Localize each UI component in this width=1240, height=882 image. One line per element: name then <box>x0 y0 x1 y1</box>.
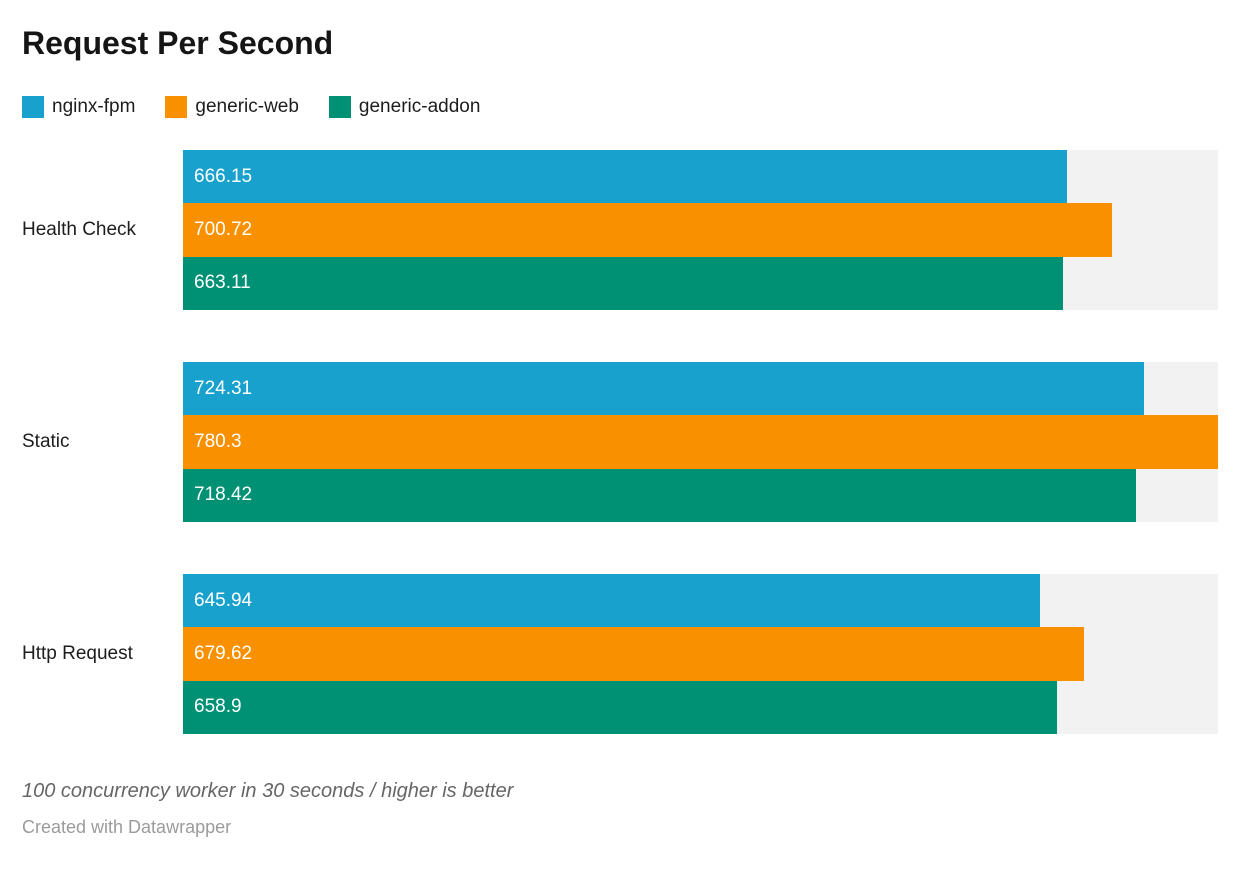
bar-nginx-fpm: 645.94 <box>183 574 1040 628</box>
bar-value-label: 658.9 <box>194 696 242 718</box>
bar-group: Http Request 645.94 679.62 658.9 <box>0 574 1240 734</box>
bar-group: Health Check 666.15 700.72 663.11 <box>0 150 1240 310</box>
bar-value-label: 700.72 <box>194 218 253 240</box>
bar-plot: Health Check 666.15 700.72 663.11 Static 724.… <box>0 150 1240 734</box>
legend-item-generic-addon: generic-addon <box>328 96 481 118</box>
bar-track: 780.3 <box>183 415 1218 469</box>
bar-track: 645.94 <box>183 574 1218 628</box>
bar-generic-web: 780.3 <box>183 415 1218 469</box>
legend-label: generic-web <box>195 96 299 117</box>
chart-note: 100 concurrency worker in 30 seconds / h… <box>22 780 514 802</box>
bar-group: Static 724.31 780.3 718.42 <box>0 362 1240 522</box>
bar-track: 718.42 <box>183 468 1218 522</box>
bar-group-bars: 724.31 780.3 718.42 <box>183 362 1218 522</box>
chart-title: Request Per Second <box>22 25 334 61</box>
bar-group-bars: 666.15 700.72 663.11 <box>183 150 1218 310</box>
legend-item-nginx-fpm: nginx-fpm <box>22 96 135 118</box>
bar-value-label: 679.62 <box>194 642 253 664</box>
bar-nginx-fpm: 666.15 <box>183 150 1067 204</box>
bar-track: 663.11 <box>183 256 1218 310</box>
bar-value-label: 780.3 <box>194 430 242 452</box>
legend-swatch-generic-web <box>165 96 188 118</box>
bar-track: 700.72 <box>183 203 1218 257</box>
category-label: Health Check <box>22 219 137 240</box>
bar-generic-web: 679.62 <box>183 627 1085 681</box>
bar-value-label: 724.31 <box>194 377 253 399</box>
legend-swatch-nginx-fpm <box>22 96 44 118</box>
attribution-link[interactable]: Created with Datawrapper <box>22 817 232 837</box>
chart-container: Request Per Second nginx-fpm generic-web g… <box>0 22 1240 882</box>
bar-value-label: 718.42 <box>194 484 253 506</box>
bar-track: 658.9 <box>183 680 1218 734</box>
legend-label: generic-addon <box>358 96 481 117</box>
bar-track: 724.31 <box>183 362 1218 416</box>
legend-item-generic-web: generic-web <box>165 96 299 118</box>
bar-generic-addon: 663.11 <box>183 256 1063 310</box>
bar-group-bars: 645.94 679.62 658.9 <box>183 574 1218 734</box>
bar-generic-addon: 718.42 <box>183 468 1136 522</box>
bar-value-label: 645.94 <box>194 589 253 611</box>
legend-label: nginx-fpm <box>52 96 136 117</box>
category-label: Http Request <box>22 643 133 664</box>
bar-generic-web: 700.72 <box>183 203 1113 257</box>
bar-value-label: 666.15 <box>194 165 253 187</box>
bar-generic-addon: 658.9 <box>183 680 1057 734</box>
bar-track: 679.62 <box>183 627 1218 681</box>
bar-track: 666.15 <box>183 150 1218 204</box>
category-label: Static <box>22 431 70 452</box>
bar-value-label: 663.11 <box>194 272 251 294</box>
legend: nginx-fpm generic-web generic-addon <box>22 96 1218 118</box>
bar-nginx-fpm: 724.31 <box>183 362 1144 416</box>
legend-swatch-generic-addon <box>328 96 351 118</box>
